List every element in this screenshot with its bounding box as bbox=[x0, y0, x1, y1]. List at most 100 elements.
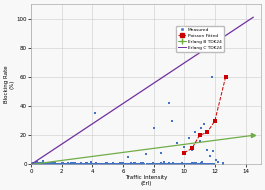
Point bbox=[77, 162, 82, 165]
Point bbox=[155, 162, 159, 165]
Point bbox=[30, 163, 34, 166]
Point bbox=[78, 162, 82, 165]
Point bbox=[29, 163, 34, 166]
Point bbox=[125, 163, 129, 166]
Point bbox=[33, 163, 37, 166]
Point bbox=[44, 163, 48, 166]
Point bbox=[193, 162, 198, 165]
Point bbox=[125, 162, 129, 165]
Point bbox=[93, 162, 97, 165]
Point bbox=[175, 163, 180, 166]
Point bbox=[171, 162, 175, 165]
Point bbox=[32, 163, 37, 166]
Point bbox=[205, 148, 209, 151]
Point bbox=[96, 163, 101, 166]
Point bbox=[55, 163, 59, 166]
Point bbox=[190, 148, 194, 151]
Point bbox=[38, 162, 42, 165]
Point bbox=[46, 162, 51, 165]
Point bbox=[210, 163, 214, 166]
Point bbox=[56, 163, 60, 166]
Point bbox=[54, 162, 58, 165]
Point bbox=[150, 163, 154, 166]
Point bbox=[32, 162, 37, 165]
Point bbox=[37, 163, 41, 166]
Point bbox=[50, 163, 54, 166]
Point bbox=[170, 163, 175, 166]
Point bbox=[169, 163, 173, 166]
Point bbox=[46, 163, 50, 166]
Point bbox=[130, 163, 134, 166]
Point bbox=[33, 162, 38, 165]
Point bbox=[80, 163, 84, 166]
Point bbox=[36, 162, 40, 165]
Point bbox=[96, 163, 100, 166]
Point bbox=[98, 162, 102, 165]
Point bbox=[86, 163, 90, 166]
Point bbox=[83, 163, 87, 166]
Point bbox=[68, 163, 72, 166]
Point bbox=[84, 163, 88, 166]
Point bbox=[41, 162, 46, 165]
Point bbox=[51, 163, 56, 166]
Point bbox=[114, 162, 118, 165]
Point bbox=[31, 162, 35, 165]
Point bbox=[181, 162, 186, 165]
Point bbox=[89, 163, 94, 166]
Point bbox=[75, 163, 79, 166]
Point bbox=[102, 162, 106, 165]
Point bbox=[189, 163, 193, 166]
Point bbox=[139, 162, 143, 165]
Point bbox=[64, 163, 68, 166]
Point bbox=[195, 163, 199, 166]
Point bbox=[55, 163, 59, 166]
Point bbox=[190, 162, 194, 165]
Point bbox=[60, 163, 65, 166]
Point bbox=[63, 163, 67, 166]
Point bbox=[42, 163, 46, 166]
Point bbox=[196, 163, 200, 166]
Point bbox=[152, 127, 156, 130]
Point bbox=[62, 163, 66, 166]
Point bbox=[141, 163, 145, 166]
Point bbox=[34, 163, 38, 166]
Point bbox=[129, 162, 133, 165]
Point bbox=[45, 162, 50, 165]
Point bbox=[137, 162, 142, 165]
Point bbox=[90, 163, 94, 166]
Point bbox=[104, 162, 109, 165]
Point bbox=[167, 163, 172, 166]
Point bbox=[31, 163, 35, 166]
Point bbox=[49, 163, 54, 166]
Point bbox=[49, 163, 54, 166]
Point bbox=[40, 163, 45, 166]
Point bbox=[173, 163, 178, 166]
Point bbox=[75, 163, 79, 166]
Point bbox=[135, 162, 139, 165]
Point bbox=[42, 163, 46, 166]
Point bbox=[152, 162, 156, 165]
Point bbox=[60, 163, 64, 166]
Point bbox=[202, 163, 206, 166]
Point bbox=[38, 163, 42, 166]
Point bbox=[193, 162, 197, 165]
Point bbox=[70, 163, 74, 166]
Point bbox=[46, 163, 50, 166]
Point bbox=[89, 161, 93, 164]
Point bbox=[97, 163, 101, 166]
Point bbox=[54, 163, 58, 166]
Point bbox=[40, 163, 44, 166]
Point bbox=[156, 163, 160, 166]
Point bbox=[39, 163, 43, 166]
Point bbox=[85, 163, 89, 166]
Point bbox=[35, 163, 39, 166]
Point bbox=[118, 162, 122, 165]
Point bbox=[30, 163, 34, 166]
Point bbox=[30, 162, 34, 165]
Point bbox=[51, 163, 55, 166]
Point bbox=[74, 162, 78, 165]
Legend: Measured, Poisson Fitted, Erlang B TDK24, Erlang C TDK24: Measured, Poisson Fitted, Erlang B TDK24… bbox=[176, 26, 224, 52]
Point bbox=[184, 163, 188, 166]
Point bbox=[32, 162, 37, 165]
Point bbox=[125, 162, 129, 165]
